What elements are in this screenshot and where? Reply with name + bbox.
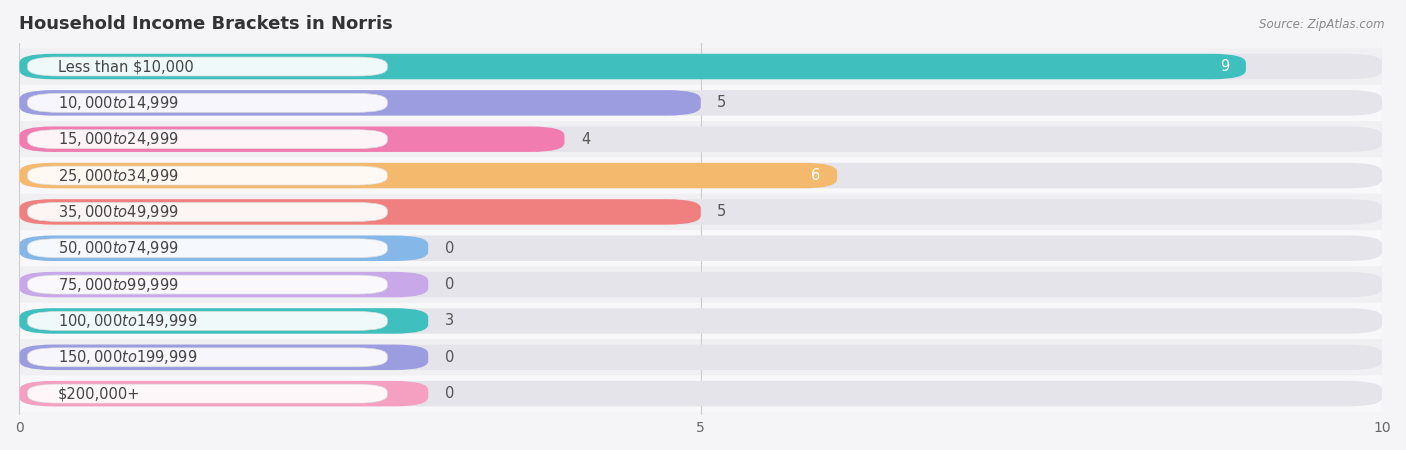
Text: 0: 0: [444, 277, 454, 292]
FancyBboxPatch shape: [20, 126, 1382, 152]
FancyBboxPatch shape: [20, 48, 1382, 85]
Text: $10,000 to $14,999: $10,000 to $14,999: [58, 94, 179, 112]
FancyBboxPatch shape: [20, 163, 837, 188]
Text: 5: 5: [717, 204, 727, 220]
Text: $100,000 to $149,999: $100,000 to $149,999: [58, 312, 197, 330]
FancyBboxPatch shape: [20, 381, 429, 406]
FancyBboxPatch shape: [20, 345, 429, 370]
FancyBboxPatch shape: [28, 275, 387, 294]
Text: 9: 9: [1220, 59, 1230, 74]
FancyBboxPatch shape: [20, 54, 1382, 79]
FancyBboxPatch shape: [20, 308, 429, 333]
Text: 5: 5: [717, 95, 727, 110]
FancyBboxPatch shape: [28, 202, 387, 221]
Text: $25,000 to $34,999: $25,000 to $34,999: [58, 166, 179, 184]
FancyBboxPatch shape: [28, 130, 387, 148]
FancyBboxPatch shape: [20, 199, 700, 225]
Text: $35,000 to $49,999: $35,000 to $49,999: [58, 203, 179, 221]
Text: 4: 4: [581, 132, 591, 147]
FancyBboxPatch shape: [28, 348, 387, 367]
Text: 3: 3: [444, 314, 454, 328]
Text: 0: 0: [444, 241, 454, 256]
FancyBboxPatch shape: [20, 266, 1382, 303]
Text: Household Income Brackets in Norris: Household Income Brackets in Norris: [20, 15, 394, 33]
FancyBboxPatch shape: [20, 158, 1382, 194]
FancyBboxPatch shape: [28, 57, 387, 76]
Text: $15,000 to $24,999: $15,000 to $24,999: [58, 130, 179, 148]
FancyBboxPatch shape: [20, 339, 1382, 375]
Text: $50,000 to $74,999: $50,000 to $74,999: [58, 239, 179, 257]
FancyBboxPatch shape: [20, 235, 1382, 261]
Text: $150,000 to $199,999: $150,000 to $199,999: [58, 348, 197, 366]
FancyBboxPatch shape: [20, 230, 1382, 266]
FancyBboxPatch shape: [20, 272, 1382, 297]
FancyBboxPatch shape: [20, 121, 1382, 158]
FancyBboxPatch shape: [20, 54, 1246, 79]
Text: 0: 0: [444, 386, 454, 401]
FancyBboxPatch shape: [20, 199, 1382, 225]
FancyBboxPatch shape: [20, 90, 1382, 116]
FancyBboxPatch shape: [20, 90, 700, 116]
FancyBboxPatch shape: [20, 272, 429, 297]
FancyBboxPatch shape: [20, 303, 1382, 339]
FancyBboxPatch shape: [28, 166, 387, 185]
FancyBboxPatch shape: [20, 308, 1382, 333]
Text: 0: 0: [444, 350, 454, 365]
FancyBboxPatch shape: [28, 384, 387, 403]
Text: $200,000+: $200,000+: [58, 386, 141, 401]
FancyBboxPatch shape: [20, 85, 1382, 121]
FancyBboxPatch shape: [28, 311, 387, 330]
FancyBboxPatch shape: [20, 345, 1382, 370]
FancyBboxPatch shape: [20, 375, 1382, 412]
FancyBboxPatch shape: [20, 163, 1382, 188]
FancyBboxPatch shape: [28, 94, 387, 112]
FancyBboxPatch shape: [20, 126, 564, 152]
Text: Source: ZipAtlas.com: Source: ZipAtlas.com: [1260, 18, 1385, 31]
FancyBboxPatch shape: [20, 194, 1382, 230]
FancyBboxPatch shape: [20, 381, 1382, 406]
Text: Less than $10,000: Less than $10,000: [58, 59, 193, 74]
Text: 6: 6: [811, 168, 821, 183]
Text: $75,000 to $99,999: $75,000 to $99,999: [58, 275, 179, 293]
FancyBboxPatch shape: [20, 235, 429, 261]
FancyBboxPatch shape: [28, 239, 387, 258]
